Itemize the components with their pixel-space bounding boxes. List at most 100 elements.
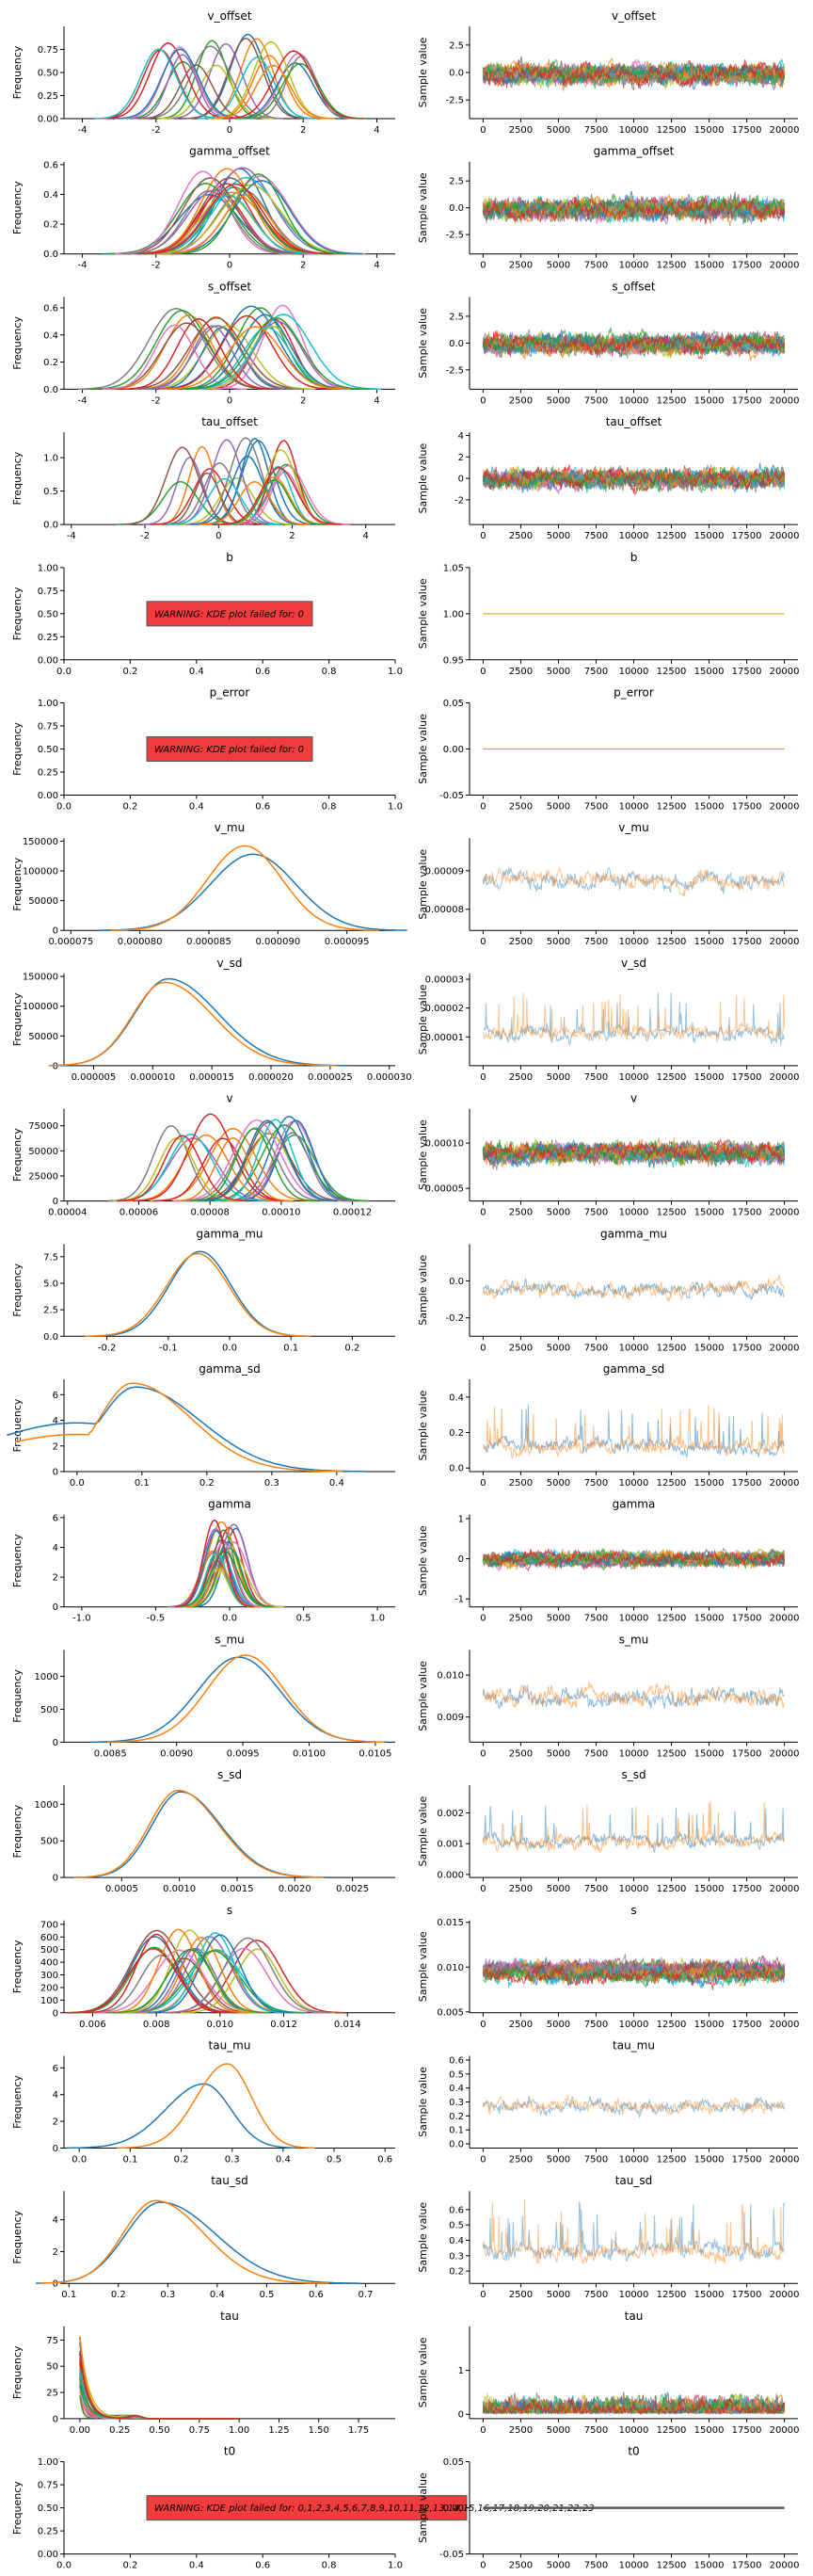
kde-curve <box>152 1137 293 1202</box>
plot-row-tau_mu: tau_mu tau_mu 0.0 0.1 0.2 0.3 0.4 0.5 0.6 0 2 4 6 Fre… <box>11 2039 799 2165</box>
kde-curve <box>49 981 338 1067</box>
trace-series <box>482 1805 786 1853</box>
kde-curve <box>117 1135 248 1202</box>
kde-curve <box>126 1134 286 1202</box>
x-tick-label: 0.014 <box>334 2020 361 2030</box>
y-tick-label: 2.5 <box>449 312 464 322</box>
kde-panel: -4 -2 0 2 4 0.0 0.5 1.0 Frequency <box>11 432 395 541</box>
trace-series <box>482 992 786 1043</box>
x-tick-label: 5000 <box>547 802 570 813</box>
x-tick-label: 4 <box>374 395 379 406</box>
left-panel-title: t0 <box>224 2445 235 2458</box>
x-tick-label: 17500 <box>732 802 762 813</box>
y-tick-label: 0.00008 <box>425 905 464 915</box>
kde-curve <box>149 189 338 255</box>
x-tick-label: 15000 <box>694 2290 725 2300</box>
kde-curve <box>66 2083 301 2149</box>
kde-curve <box>234 62 366 120</box>
x-tick-label: 0.0 <box>56 802 72 813</box>
x-tick-label: 4 <box>374 261 379 271</box>
x-tick-label: 15000 <box>694 1614 725 1624</box>
y-tick-label: 0.2 <box>449 2112 464 2122</box>
y-tick-label: 0.015 <box>437 1918 464 1928</box>
kde-curve <box>108 1928 248 2014</box>
x-tick-label: 10000 <box>619 531 649 541</box>
trace-series <box>482 2096 785 2119</box>
y-axis-label: Sample value <box>417 308 429 378</box>
trace-panel: 0 2500 5000 7500 10000 12500 15000 17500 20000 -2… <box>417 297 799 406</box>
trace-series <box>482 330 786 356</box>
kde-curve <box>135 325 301 391</box>
y-axis-label: Frequency <box>11 1398 24 1452</box>
y-tick-label: 0.2 <box>43 358 58 368</box>
kde-curve <box>136 183 334 255</box>
kde-panel: -4 -2 0 2 4 0.0 0.2 0.4 0.6 Frequency <box>11 160 395 271</box>
y-tick-label: 0.25 <box>38 91 58 102</box>
x-tick-label: 5000 <box>547 125 570 136</box>
y-tick-label: 0.6 <box>449 2205 464 2215</box>
x-tick-label: 7500 <box>584 1208 608 1218</box>
x-tick-label: 7500 <box>584 1343 608 1353</box>
y-tick-label: 0.0 <box>43 521 58 531</box>
x-tick-label: 2500 <box>509 261 533 271</box>
left-panel-title: s_mu <box>215 1633 245 1646</box>
kde-curve <box>143 457 236 525</box>
x-tick-label: 15000 <box>694 1072 725 1083</box>
trace-series <box>483 462 786 493</box>
y-tick-label: 2 <box>53 1441 58 1452</box>
kde-curve <box>106 1654 384 1744</box>
x-tick-label: -0.1 <box>159 1343 178 1353</box>
x-tick-label: 7500 <box>584 2155 608 2165</box>
y-tick-label: 50 <box>46 2362 58 2373</box>
x-tick-label: 0.6 <box>255 802 270 813</box>
x-tick-label: 5000 <box>547 1208 570 1218</box>
x-tick-label: 17500 <box>732 2290 762 2300</box>
x-tick-label: 2500 <box>509 1614 533 1624</box>
y-tick-label: 0 <box>53 1468 58 1478</box>
x-tick-label: 0.00004 <box>48 1208 87 1218</box>
y-tick-label: 0.25 <box>38 2527 58 2537</box>
y-tick-label: 0.0 <box>449 1464 464 1474</box>
x-tick-label: 0.2 <box>199 1478 215 1489</box>
kde-curve <box>147 1934 294 2014</box>
y-tick-label: 0.4 <box>449 2236 464 2246</box>
x-tick-label: 1.0 <box>370 1614 385 1624</box>
x-tick-label: 12500 <box>657 2155 687 2165</box>
y-tick-label: 0 <box>53 1738 58 1748</box>
kde-curve <box>114 48 247 120</box>
kde-curve <box>15 1382 343 1473</box>
x-tick-label: 17500 <box>732 1343 762 1353</box>
x-tick-label: 2500 <box>509 2425 533 2436</box>
y-axis-label: Frequency <box>11 857 24 910</box>
y-tick-label: 25 <box>46 2389 58 2399</box>
x-tick-label: 0.3 <box>225 2155 240 2165</box>
y-tick-label: 0.95 <box>443 655 464 666</box>
x-tick-label: 0 <box>480 1614 486 1624</box>
x-tick-label: 0 <box>480 1208 486 1218</box>
trace-series <box>483 1549 786 1569</box>
kde-curve <box>79 2385 238 2420</box>
x-tick-label: 15000 <box>694 1748 725 1759</box>
kde-curve <box>66 1929 248 2014</box>
y-tick-label: 0 <box>458 1554 464 1565</box>
kde-curve <box>231 1132 354 1202</box>
x-tick-label: 2500 <box>509 395 533 406</box>
x-tick-label: 5000 <box>547 531 570 541</box>
x-tick-label: 5000 <box>547 2290 570 2300</box>
x-tick-label: 5000 <box>547 2020 570 2030</box>
kde-curve <box>173 1119 341 1202</box>
kde-curve <box>85 1252 311 1337</box>
kde-curve <box>221 1116 358 1202</box>
x-tick-label: 5000 <box>547 1478 570 1489</box>
trace-panel: 0 2500 5000 7500 10000 12500 15000 17500 20000 0.… <box>417 1785 799 1894</box>
x-tick-label: 0 <box>480 1884 486 1894</box>
y-tick-label: 0 <box>53 2144 58 2154</box>
x-tick-label: 12500 <box>657 1208 687 1218</box>
x-tick-label: 1.75 <box>348 2425 369 2436</box>
y-axis-label: Frequency <box>11 2345 24 2399</box>
y-tick-label: 0.75 <box>38 2481 58 2491</box>
x-tick-label: 10000 <box>619 1343 649 1353</box>
y-tick-label: 0.00 <box>38 655 58 666</box>
left-panel-title: v_mu <box>215 821 245 834</box>
x-tick-label: 20000 <box>770 2561 800 2571</box>
